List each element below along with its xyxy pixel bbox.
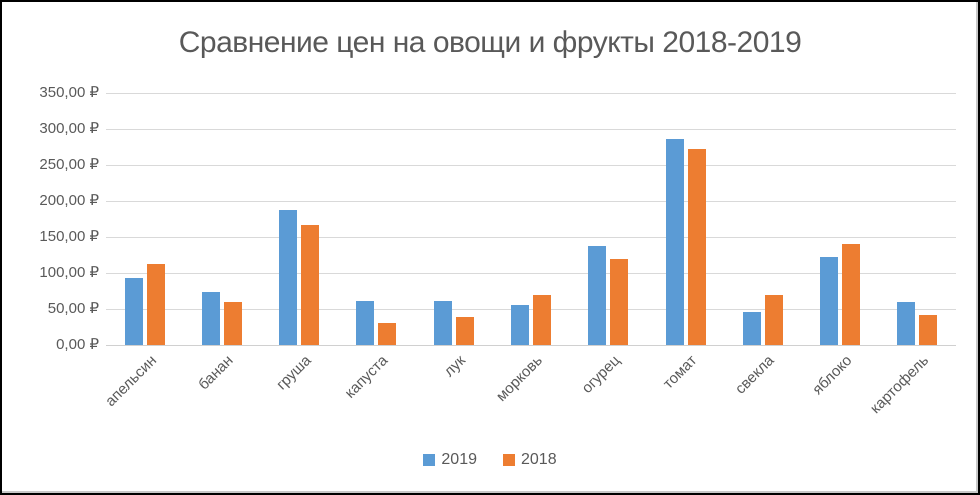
y-gridline xyxy=(106,309,956,310)
y-gridline xyxy=(106,93,956,94)
bar-2018-огурец xyxy=(610,259,629,345)
x-axis-label-морковь: морковь xyxy=(493,352,547,405)
bar-2018-банан xyxy=(223,301,242,345)
bar-2019-груша xyxy=(279,210,298,345)
x-axis-label-банан: банан xyxy=(195,352,237,394)
bar-2019-капуста xyxy=(356,301,375,345)
bar-2018-морковь xyxy=(533,295,551,345)
x-axis-label-яблоко: яблоко xyxy=(808,352,856,399)
bar-2018-капуста xyxy=(378,322,397,345)
x-axis-label-капуста: капуста xyxy=(341,352,392,402)
bar-2018-яблоко xyxy=(842,244,861,345)
x-axis-label-груша: груша xyxy=(272,352,315,394)
bar-2018-свекла xyxy=(764,294,783,345)
bar-2019-банан xyxy=(201,291,220,345)
y-axis-tick-label: 200,00 ₽ xyxy=(39,192,99,209)
y-gridline xyxy=(106,165,956,166)
y-axis-tick-label: 150,00 ₽ xyxy=(39,228,99,245)
bar-2018-лук xyxy=(455,316,474,345)
legend-swatch-2018 xyxy=(503,454,515,466)
legend-label-2019: 2019 xyxy=(441,451,477,468)
bar-2018-картофель xyxy=(919,314,938,345)
y-axis-tick-label: 250,00 ₽ xyxy=(39,156,99,173)
bar-2019-огурец xyxy=(588,245,607,345)
x-axis-label-свекла: свекла xyxy=(732,352,778,398)
x-axis-label-лук: лук xyxy=(440,352,469,381)
y-axis-tick-label: 0,00 ₽ xyxy=(56,336,99,353)
legend-item-2018: 2018 xyxy=(503,451,557,469)
bar-2019-свекла xyxy=(742,311,761,345)
legend-label-2018: 2018 xyxy=(521,451,557,468)
bar-2019-апельсин xyxy=(124,278,143,345)
legend-swatch-2019 xyxy=(423,454,436,466)
bar-2019-лук xyxy=(433,301,452,345)
bar-2018-апельсин xyxy=(146,263,165,345)
x-axis-label-апельсин: апельсин xyxy=(101,352,160,411)
y-axis-tick-label: 100,00 ₽ xyxy=(39,264,99,281)
bar-2019-яблоко xyxy=(820,257,839,345)
x-axis-line xyxy=(106,345,956,346)
y-axis-tick-label: 300,00 ₽ xyxy=(39,120,99,137)
bar-2018-груша xyxy=(301,225,320,345)
legend-item-2019: 2019 xyxy=(423,451,477,469)
y-axis-tick-label: 350,00 ₽ xyxy=(39,84,99,101)
legend: 2019 2018 xyxy=(2,451,978,469)
y-gridline xyxy=(106,129,956,130)
x-axis-label-томат: томат xyxy=(660,352,701,393)
chart-title: Сравнение цен на овощи и фрукты 2018-201… xyxy=(178,26,802,59)
bar-2019-картофель xyxy=(897,301,916,345)
bar-2019-томат xyxy=(665,139,684,345)
bar-2019-морковь xyxy=(511,305,529,345)
y-gridline xyxy=(106,273,956,274)
x-axis-label-картофель: картофель xyxy=(867,352,933,418)
y-gridline xyxy=(106,201,956,202)
y-gridline xyxy=(106,237,956,238)
y-axis-tick-label: 50,00 ₽ xyxy=(47,300,99,317)
bar-2018-томат xyxy=(687,149,706,345)
x-axis-label-огурец: огурец xyxy=(578,352,624,397)
